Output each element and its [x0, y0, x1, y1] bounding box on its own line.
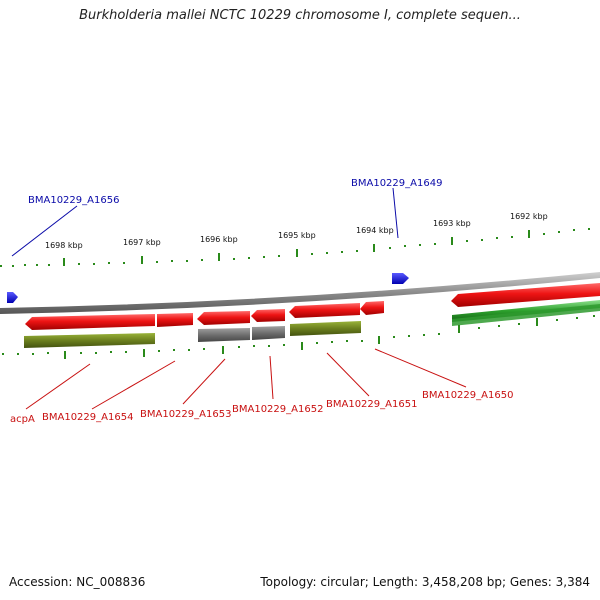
gene-feature-reverse-green[interactable]	[452, 304, 600, 326]
scale-label: 1698 kbp	[45, 241, 83, 250]
forward-genes	[25, 283, 600, 330]
gene-feature-right[interactable]	[451, 283, 600, 307]
upper-scale-ticks	[0, 228, 590, 267]
gene-label-bottom[interactable]: BMA10229_A1650	[422, 390, 513, 401]
pseudo-gene-feature[interactable]	[252, 326, 285, 340]
scale-label: 1696 kbp	[200, 235, 238, 244]
scale-label: 1694 kbp	[356, 226, 394, 235]
gene-label-bottom[interactable]: BMA10229_A1654	[42, 412, 133, 423]
bottom-leader-lines	[25, 348, 467, 410]
gene-label-bottom[interactable]: BMA10229_A1652	[232, 404, 323, 415]
gene-label-bottom[interactable]: BMA10229_A1651	[326, 399, 417, 410]
rna-gene-feature[interactable]	[7, 292, 18, 303]
genome-backbone	[0, 272, 600, 314]
genome-summary-text: Topology: circular; Length: 3,458,208 bp…	[260, 575, 590, 589]
gene-feature-BMA10229_A1650[interactable]	[360, 301, 384, 315]
pseudo-gene-feature[interactable]	[198, 328, 250, 342]
gene-feature-BMA10229_A1651[interactable]	[289, 303, 360, 318]
gene-feature-acpA[interactable]	[25, 314, 155, 330]
scale-label: 1693 kbp	[433, 219, 471, 228]
top-leader-lines	[11, 187, 399, 257]
gene-feature-BMA10229_A1652[interactable]	[251, 309, 285, 322]
gene-feature-BMA10229_A1654[interactable]	[157, 313, 193, 327]
gene-label-bottom[interactable]: BMA10229_A1653	[140, 409, 231, 420]
gene-feature-BMA10229_A1653[interactable]	[197, 311, 250, 325]
scale-label: 1692 kbp	[510, 212, 548, 221]
reverse-genes	[24, 300, 600, 348]
rna-gene-feature[interactable]	[392, 273, 409, 284]
scale-label: 1697 kbp	[123, 238, 161, 247]
map-title: Burkholderia mallei NCTC 10229 chromosom…	[79, 8, 521, 23]
gene-label-bottom[interactable]: acpA	[10, 414, 35, 425]
accession-text: Accession: NC_008836	[9, 575, 146, 589]
gene-feature-reverse[interactable]	[24, 333, 155, 348]
gene-feature-reverse[interactable]	[290, 321, 361, 336]
lower-scale-ticks	[2, 315, 595, 359]
scale-labels: 1698 kbp 1697 kbp 1696 kbp 1695 kbp 1694…	[45, 212, 548, 250]
gene-label-top[interactable]: BMA10229_A1656	[28, 195, 119, 206]
scale-label: 1695 kbp	[278, 231, 316, 240]
gene-label-top[interactable]: BMA10229_A1649	[351, 178, 442, 189]
